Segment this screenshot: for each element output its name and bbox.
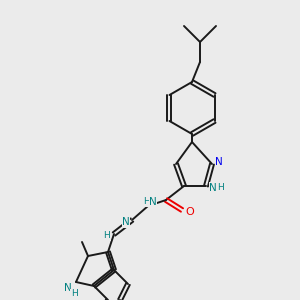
Text: N: N — [122, 217, 130, 227]
Text: H: H — [103, 232, 110, 241]
Text: O: O — [186, 207, 194, 217]
Text: H: H — [217, 184, 224, 193]
Text: N: N — [64, 283, 72, 293]
Text: H: H — [70, 290, 77, 298]
Text: H: H — [142, 197, 149, 206]
Text: N: N — [149, 197, 157, 207]
Text: N: N — [209, 183, 217, 193]
Text: N: N — [215, 157, 223, 167]
